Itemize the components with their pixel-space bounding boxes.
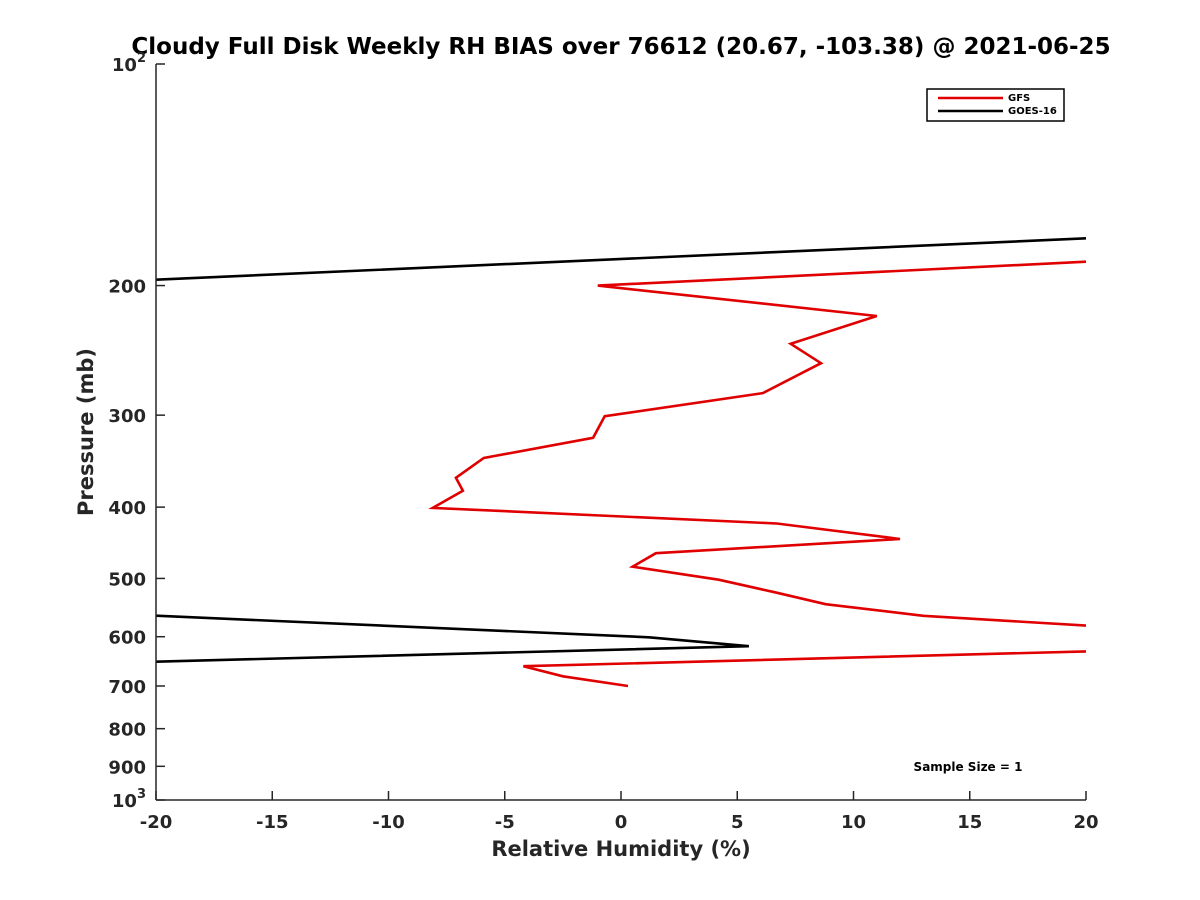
series-layer (156, 237, 1086, 688)
axes (155, 64, 1086, 801)
series-line-goes16 (156, 237, 1086, 663)
chart-title: Cloudy Full Disk Weekly RH BIAS over 766… (131, 34, 1110, 60)
legend-label-gfs: GFS (1008, 93, 1030, 104)
y-tick-label: 700 (108, 677, 146, 698)
y-tick-label: 200 (108, 277, 146, 298)
sample-size-annotation: Sample Size = 1 (914, 760, 1023, 774)
x-tick-label: -20 (140, 812, 173, 833)
y-tick-label: 800 (108, 720, 146, 741)
x-tick-label: -5 (495, 812, 515, 833)
legend-label-goes16: GOES-16 (1008, 106, 1057, 117)
x-tick-label: 10 (841, 812, 866, 833)
series-line-gfs (428, 260, 1086, 688)
y-tick-label: 600 (108, 628, 146, 649)
y-tick-label: 102 (112, 51, 146, 76)
y-tick-label: 900 (108, 757, 146, 778)
y-ticks: 102 200 300 400 500 600 700 800 900 103 (108, 51, 165, 812)
x-tick-label: 5 (731, 812, 744, 833)
y-axis-label: Pressure (mb) (74, 348, 98, 516)
legend: GFS GOES-16 (926, 88, 1065, 122)
x-axis-label: Relative Humidity (%) (491, 837, 750, 861)
y-tick-label: 400 (108, 498, 146, 519)
x-tick-label: 15 (957, 812, 982, 833)
x-tick-label: 20 (1073, 812, 1098, 833)
y-tick-label: 500 (108, 569, 146, 590)
x-tick-label: -10 (372, 812, 405, 833)
legend-box (926, 88, 1065, 122)
x-tick-label: -15 (256, 812, 289, 833)
y-tick-label: 300 (108, 406, 146, 427)
x-ticks: -20 -15 -10 -5 0 5 10 15 20 (140, 791, 1099, 833)
y-tick-label: 103 (112, 787, 146, 812)
x-tick-label: 0 (615, 812, 628, 833)
